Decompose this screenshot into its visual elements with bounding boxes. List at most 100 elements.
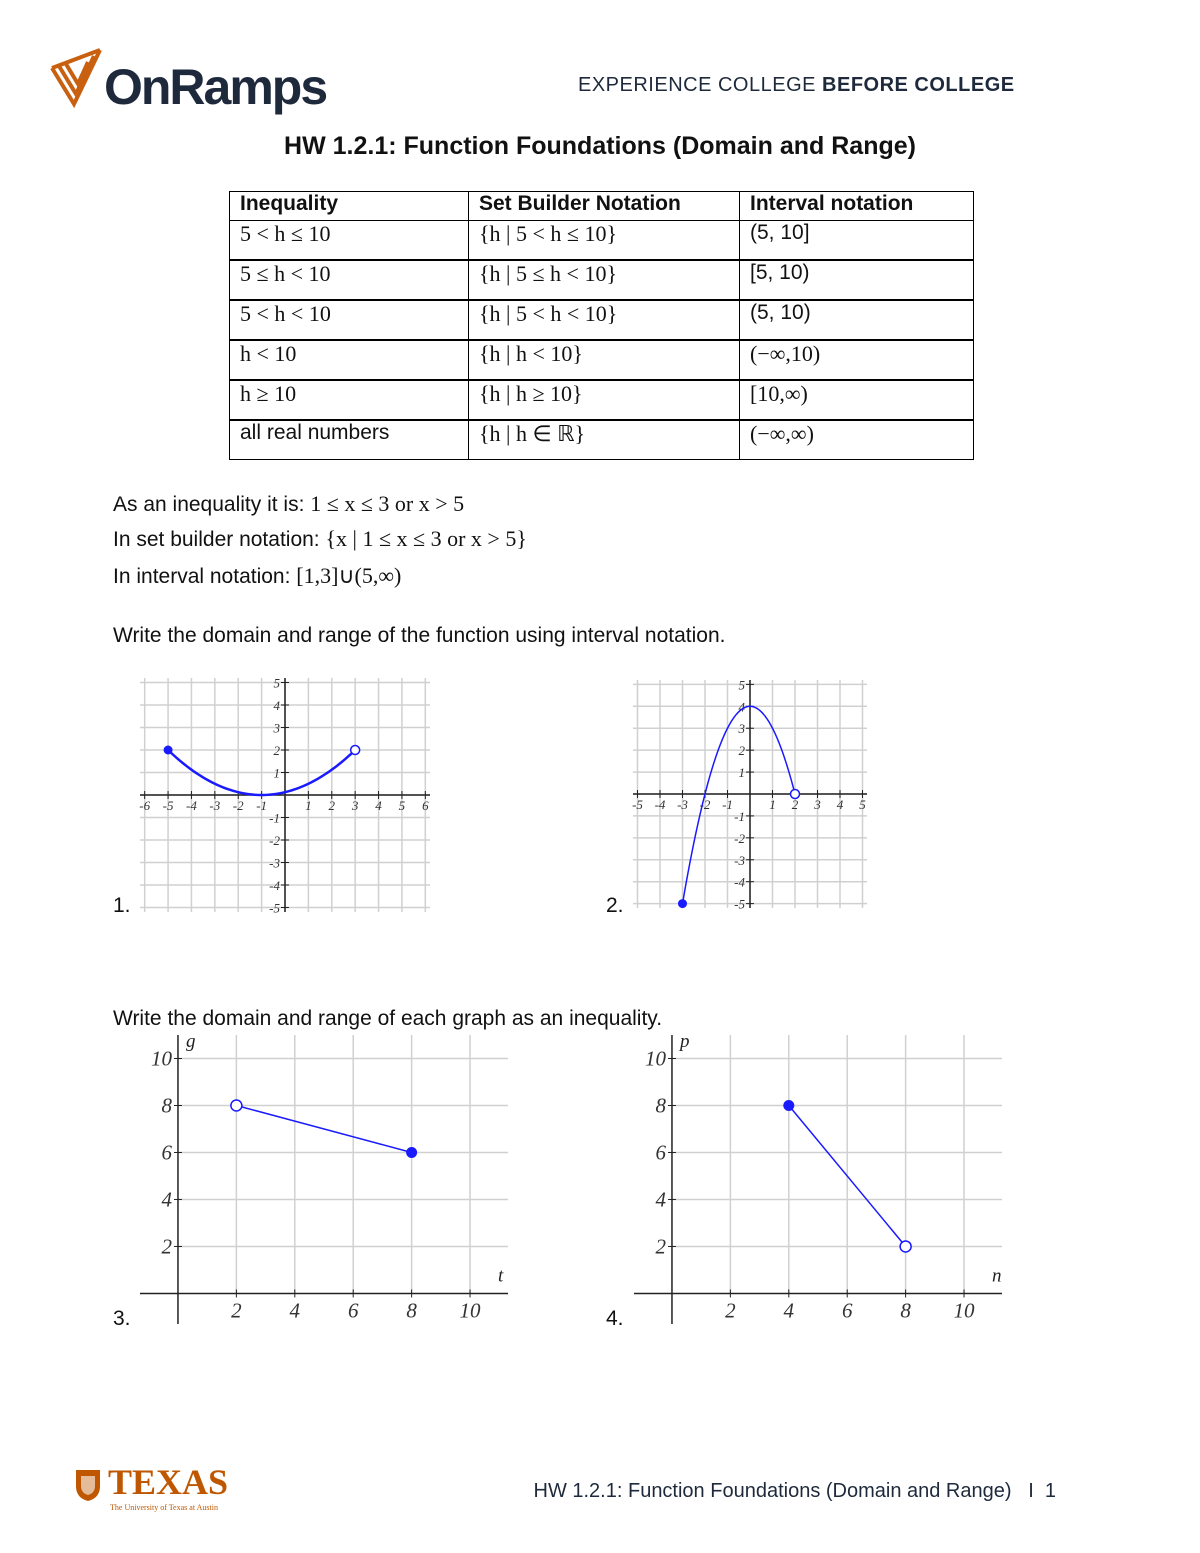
closed-endpoint xyxy=(406,1146,418,1158)
x-tick-label: 5 xyxy=(399,798,406,813)
x-tick-label: 2 xyxy=(725,1298,736,1322)
table-cell: all real numbers xyxy=(229,419,469,460)
y-tick-label: 2 xyxy=(739,743,746,758)
problem-number: 3. xyxy=(113,1307,131,1330)
table-header-cell: Set Builder Notation xyxy=(468,191,740,221)
y-tick-label: 4 xyxy=(739,699,746,714)
table-row: h < 10 {h | h < 10} (−∞,10) xyxy=(229,339,974,381)
y-axis-label: p xyxy=(678,1031,690,1052)
table-row: 5 ≤ h < 10 {h | 5 ≤ h < 10} [5, 10) xyxy=(229,259,974,301)
x-tick-label: 8 xyxy=(900,1298,911,1322)
function-curve xyxy=(681,705,796,904)
x-tick-label: -3 xyxy=(677,797,688,812)
x-tick-label: 2 xyxy=(792,797,799,812)
x-tick-label: 2 xyxy=(231,1298,242,1322)
table-cell: 5 ≤ h < 10 xyxy=(229,259,469,301)
table-cell: {h | 5 ≤ h < 10} xyxy=(468,259,740,301)
y-tick-label: -3 xyxy=(734,853,745,868)
closed-endpoint xyxy=(163,745,173,755)
x-tick-label: -4 xyxy=(186,798,197,813)
x-tick-label: 1 xyxy=(305,798,312,813)
table-header-cell: Inequality xyxy=(229,191,469,221)
table-cell: {h | 5 < h ≤ 10} xyxy=(468,220,740,261)
x-tick-label: -6 xyxy=(139,798,150,813)
x-tick-label: 4 xyxy=(784,1298,795,1322)
table-cell: [5, 10) xyxy=(739,259,974,301)
y-tick-label: 2 xyxy=(655,1234,666,1258)
table-cell: {h | h ≥ 10} xyxy=(468,379,740,421)
open-endpoint xyxy=(789,788,801,800)
y-axis-label: g xyxy=(186,1031,196,1052)
page-footer: HW 1.2.1: Function Foundations (Domain a… xyxy=(533,1480,1057,1502)
y-tick-label: 4 xyxy=(655,1187,666,1211)
table-cell: h < 10 xyxy=(229,339,469,381)
problem-number: 1. xyxy=(113,894,131,917)
function-curve xyxy=(167,749,357,797)
x-tick-label: -5 xyxy=(163,798,174,813)
open-endpoint xyxy=(349,744,361,756)
table-cell: {h | h ∈ ℝ} xyxy=(468,419,740,460)
table-cell: 5 < h < 10 xyxy=(229,299,469,341)
ut-logo-subtitle: The University of Texas at Austin xyxy=(110,1503,218,1512)
x-tick-label: 3 xyxy=(351,798,359,813)
table-cell: h ≥ 10 xyxy=(229,379,469,421)
y-tick-label: 4 xyxy=(274,698,281,713)
y-tick-label: -1 xyxy=(269,811,280,826)
y-tick-label: 8 xyxy=(161,1093,172,1117)
x-tick-label: -4 xyxy=(655,797,666,812)
table-cell: {h | h < 10} xyxy=(468,339,740,381)
x-tick-label: -1 xyxy=(256,798,267,813)
x-tick-label: 5 xyxy=(859,797,866,812)
y-tick-label: 1 xyxy=(739,765,746,780)
y-tick-label: -3 xyxy=(269,856,280,871)
x-tick-label: -1 xyxy=(722,797,733,812)
open-endpoint xyxy=(230,1099,243,1112)
x-tick-label: 6 xyxy=(422,798,429,813)
ut-logo: TEXAS xyxy=(108,1462,229,1502)
table-row: 5 < h ≤ 10 {h | 5 < h ≤ 10} (5, 10] xyxy=(229,220,974,261)
y-tick-label: 6 xyxy=(655,1140,666,1164)
y-tick-label: 5 xyxy=(274,676,281,691)
y-tick-label: -4 xyxy=(269,878,280,893)
y-tick-label: 4 xyxy=(161,1187,172,1211)
ut-seal-icon xyxy=(76,1470,100,1501)
x-axis-label: n xyxy=(992,1265,1002,1286)
table-cell: (5, 10] xyxy=(739,220,974,261)
instruction-interval: Write the domain and range of the functi… xyxy=(113,624,726,647)
x-tick-label: 10 xyxy=(954,1298,976,1322)
y-tick-label: -5 xyxy=(269,901,280,916)
y-tick-label: -1 xyxy=(734,809,745,824)
table-cell: {h | 5 < h < 10} xyxy=(468,299,740,341)
y-tick-label: 5 xyxy=(739,677,746,692)
table-cell: [10,∞) xyxy=(739,379,974,421)
table-header-cell: Interval notation xyxy=(739,191,974,221)
example-inequality: As an inequality it is: 1 ≤ x ≤ 3 or x >… xyxy=(113,491,465,516)
y-tick-label: -2 xyxy=(269,833,280,848)
tagline: EXPERIENCE COLLEGE BEFORE COLLEGE xyxy=(578,74,1015,96)
y-tick-label: 1 xyxy=(274,766,281,781)
y-tick-label: 10 xyxy=(645,1046,667,1070)
x-tick-label: 8 xyxy=(406,1298,417,1322)
page-title: HW 1.2.1: Function Foundations (Domain a… xyxy=(284,132,916,160)
table-cell: (5, 10) xyxy=(739,299,974,341)
table-row: 5 < h < 10 {h | 5 < h < 10} (5, 10) xyxy=(229,299,974,341)
graph-4: 2 4 6 8 10 2 4 6 8 10 n p xyxy=(634,1031,1002,1324)
x-tick-label: -3 xyxy=(209,798,220,813)
closed-endpoint xyxy=(678,899,687,909)
y-tick-label: -2 xyxy=(734,831,745,846)
x-tick-label: -5 xyxy=(632,797,643,812)
function-curve xyxy=(236,1104,412,1154)
onramps-logo-icon xyxy=(50,48,102,108)
x-tick-label: 4 xyxy=(290,1298,301,1322)
onramps-logo: OnRamps xyxy=(104,59,328,115)
example-interval: In interval notation: [1,3]∪(5,∞) xyxy=(113,563,402,588)
example-set-builder: In set builder notation: {x | 1 ≤ x ≤ 3 … xyxy=(113,526,527,551)
open-endpoint xyxy=(899,1240,912,1253)
y-tick-label: 10 xyxy=(151,1046,173,1070)
table-row: h ≥ 10 {h | h ≥ 10} [10,∞) xyxy=(229,379,974,421)
problem-number: 4. xyxy=(606,1307,624,1330)
instruction-inequality: Write the domain and range of each graph… xyxy=(113,1007,663,1030)
x-tick-label: 4 xyxy=(375,798,382,813)
